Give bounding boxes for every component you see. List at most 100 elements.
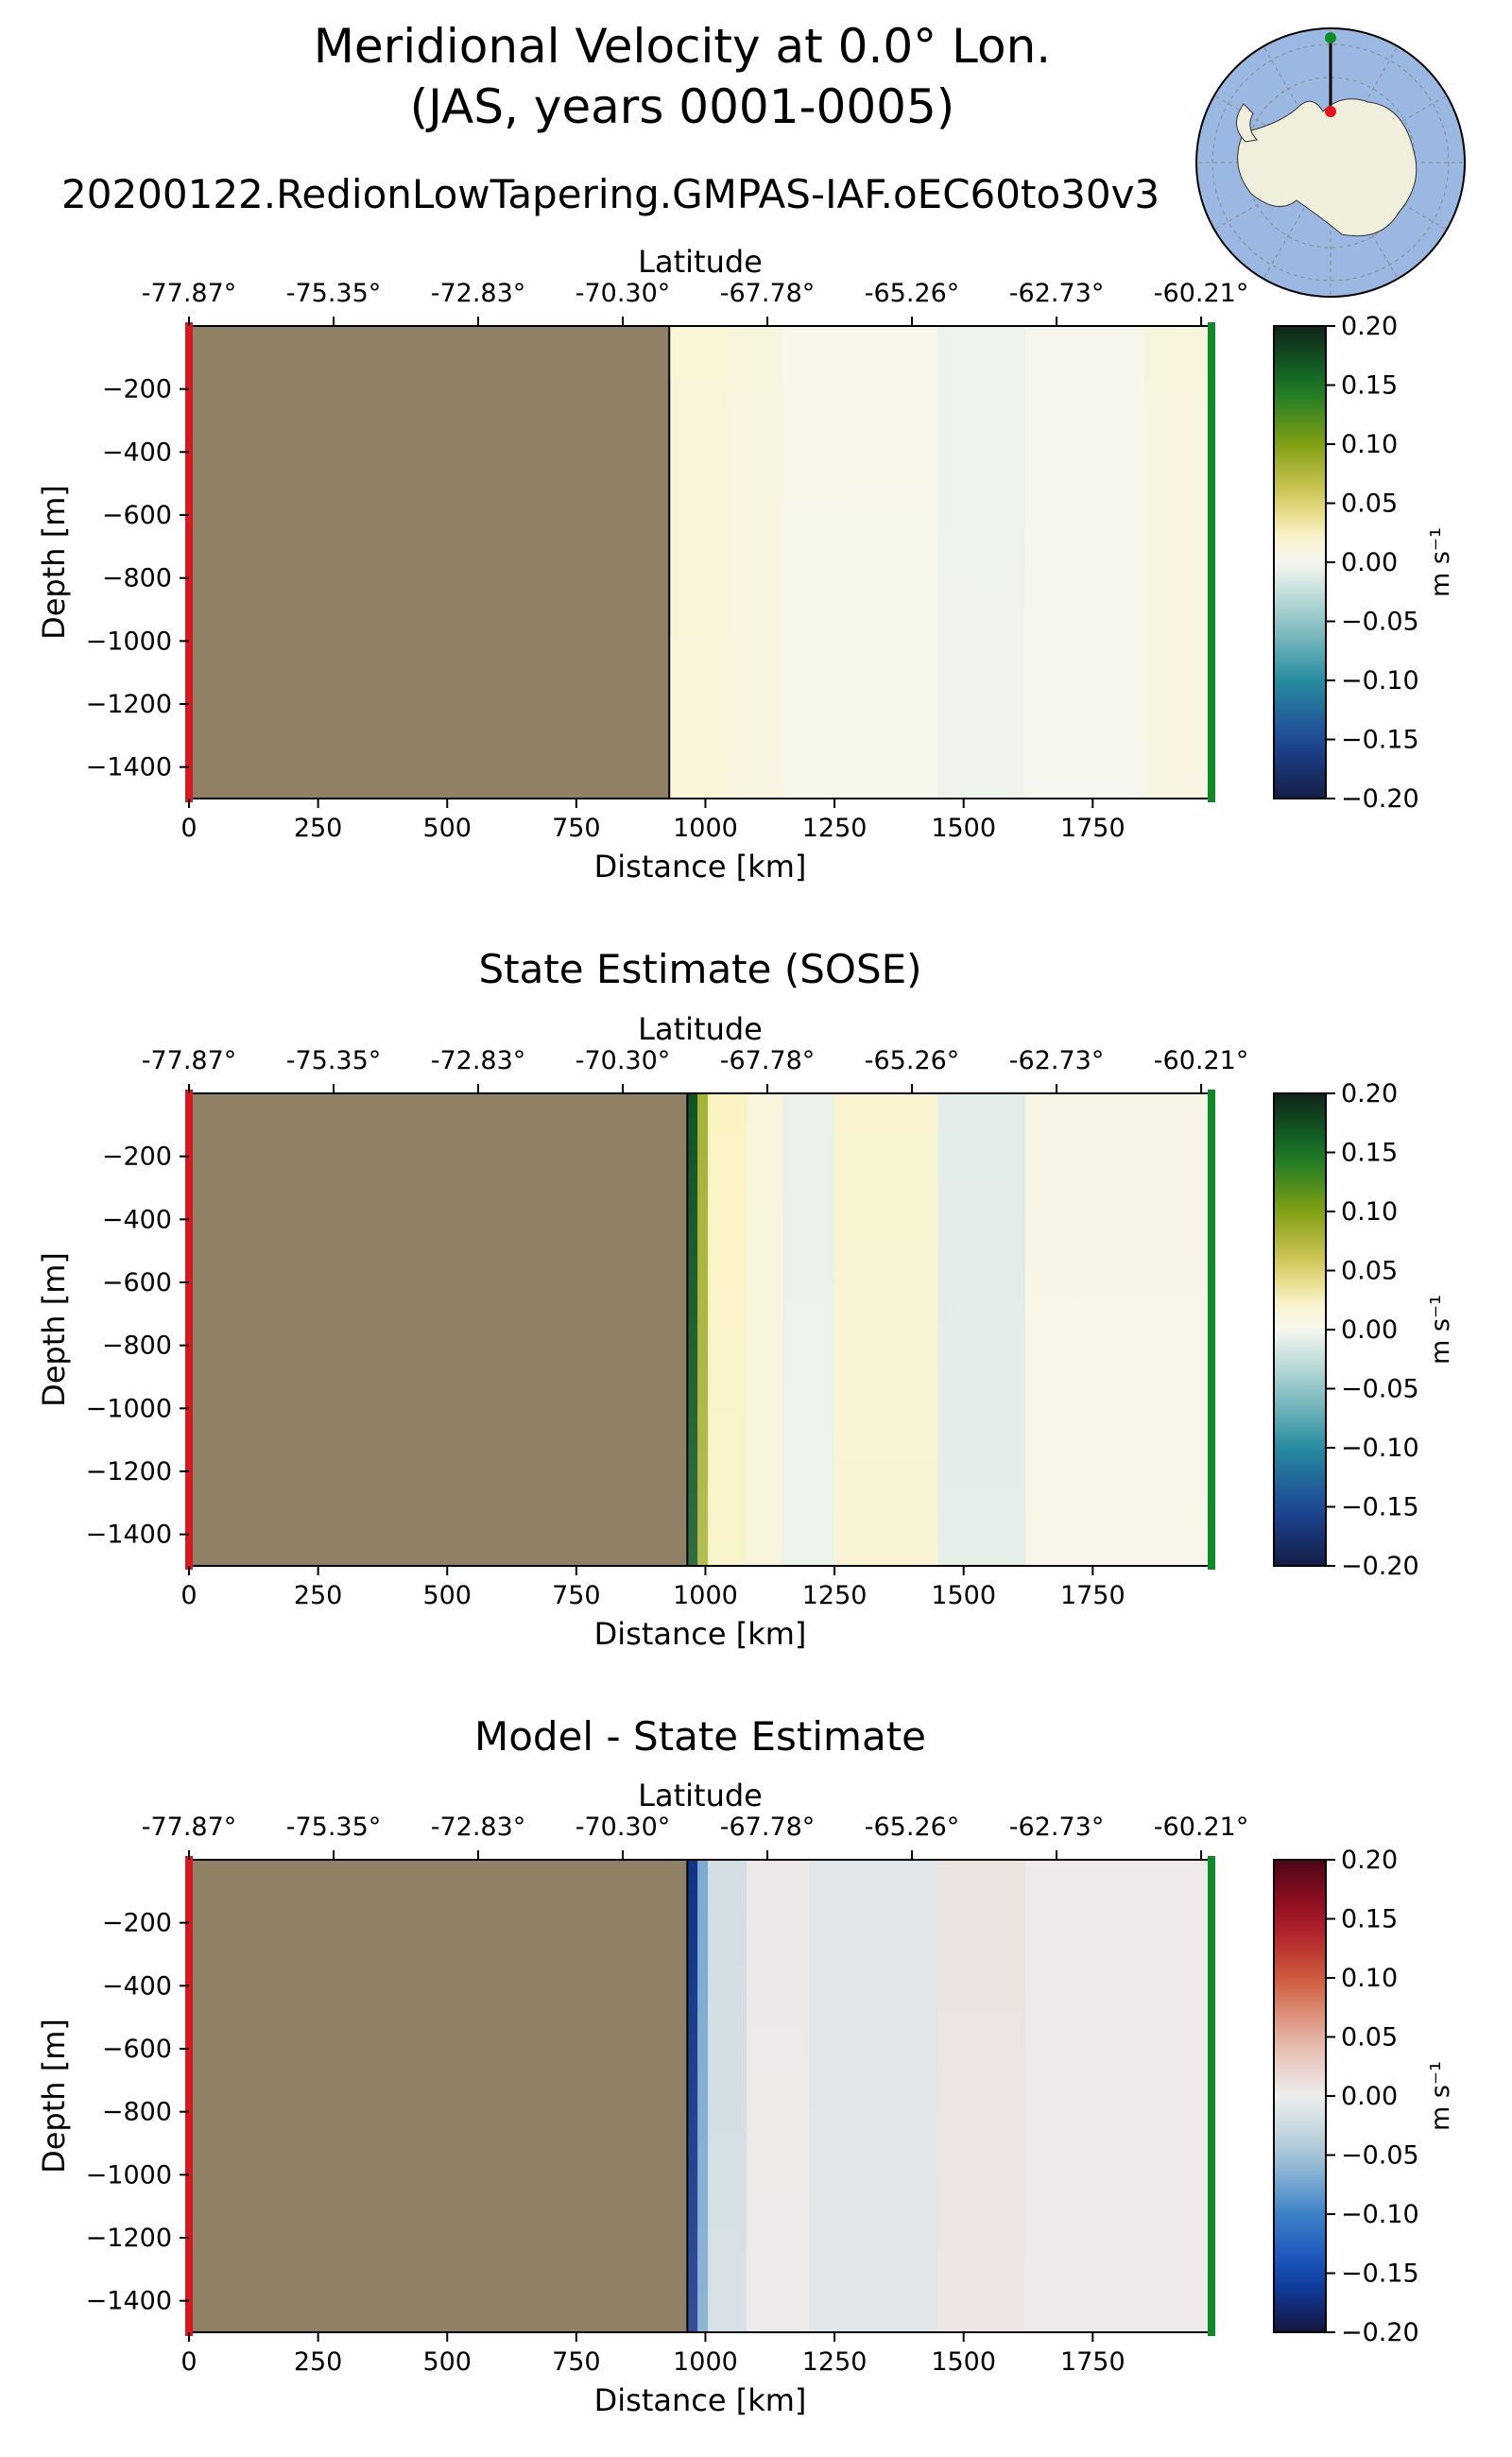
- colorbar-tick-label: −0.15: [1341, 726, 1419, 755]
- antarctica-inset-map: [1195, 27, 1466, 298]
- chart-panel-1: 20200122.RedionLowTapering.GMPAS-IAF.oEC…: [36, 171, 1455, 885]
- data-band: [834, 1093, 938, 1566]
- y-tick-label: −800: [102, 564, 172, 593]
- colorbar: [1273, 1092, 1327, 1567]
- figure-title-line1: Meridional Velocity at 0.0° Lon.: [314, 19, 1051, 74]
- x-tick-label: 500: [422, 814, 472, 843]
- y-axis-label: Depth [m]: [36, 485, 72, 640]
- colorbar-tick-label: −0.05: [1341, 1375, 1419, 1404]
- land-mask: [189, 326, 670, 799]
- colorbar-tick-label: 0.15: [1341, 1139, 1398, 1168]
- inset-end-marker: [1325, 32, 1336, 43]
- start-marker-bar: [185, 322, 193, 802]
- end-marker-bar: [1208, 1090, 1215, 1570]
- end-marker-bar: [1208, 1856, 1215, 2336]
- colorbar-tick-label: 0.05: [1341, 2023, 1398, 2053]
- top-x-axis-label: Latitude: [638, 1778, 763, 1813]
- x-tick-label: 1500: [931, 1581, 996, 1610]
- colorbar-tick-label: −0.15: [1341, 2259, 1419, 2289]
- top-x-axis-label: Latitude: [638, 1011, 763, 1047]
- data-band: [1025, 326, 1144, 799]
- top-x-tick-label: -77.87°: [142, 1813, 237, 1842]
- x-tick-label: 500: [422, 2347, 472, 2377]
- top-x-tick-label: -60.21°: [1154, 1813, 1249, 1842]
- colorbar-tick-label: −0.15: [1341, 1493, 1419, 1522]
- x-axis-label: Distance [km]: [594, 849, 807, 885]
- data-band: [937, 1093, 1026, 1566]
- data-band: [687, 1860, 698, 2332]
- colorbar-unit-label: m s⁻¹: [1426, 2061, 1455, 2131]
- top-x-tick-label: -60.21°: [1154, 1046, 1249, 1075]
- y-tick-label: −1000: [86, 627, 172, 656]
- x-tick-label: 1750: [1060, 814, 1125, 843]
- y-tick-label: −800: [102, 2098, 172, 2127]
- inset-gridline: [1211, 43, 1450, 282]
- data-band: [808, 1860, 938, 2332]
- x-tick-label: 250: [294, 1581, 343, 1610]
- inset-start-marker: [1325, 106, 1336, 117]
- data-band: [730, 326, 783, 799]
- top-x-axis-label: Latitude: [638, 244, 763, 280]
- colorbar-tick-label: −0.10: [1341, 1434, 1419, 1463]
- x-axis-label: Distance [km]: [594, 2382, 807, 2418]
- top-x-tick-label: -72.83°: [431, 279, 526, 308]
- y-tick-label: −200: [102, 1909, 172, 1938]
- y-tick-label: −800: [102, 1332, 172, 1361]
- data-band: [747, 1093, 783, 1566]
- y-tick-label: −1200: [86, 1457, 172, 1486]
- y-tick-label: −600: [102, 501, 172, 530]
- y-tick-label: −200: [102, 1143, 172, 1172]
- start-marker-bar: [185, 1090, 193, 1570]
- y-tick-label: −400: [102, 1971, 172, 2001]
- top-x-tick-label: -62.73°: [1009, 1046, 1105, 1075]
- data-band: [1025, 1093, 1211, 1566]
- top-x-tick-label: -70.30°: [576, 1046, 671, 1075]
- colorbar-tick-label: 0.10: [1341, 1197, 1398, 1227]
- x-tick-label: 750: [552, 2347, 601, 2377]
- x-tick-label: 1750: [1060, 1581, 1125, 1610]
- top-x-tick-label: -62.73°: [1009, 1813, 1105, 1842]
- colorbar-tick-label: 0.15: [1341, 371, 1398, 401]
- x-tick-label: 750: [552, 814, 601, 843]
- top-x-tick-label: -72.83°: [431, 1813, 526, 1842]
- x-tick-label: 0: [180, 1581, 197, 1610]
- inset-peninsula: [1236, 103, 1258, 143]
- y-tick-label: −400: [102, 438, 172, 467]
- data-band: [1143, 326, 1211, 799]
- land-mask: [189, 1093, 688, 1566]
- top-x-tick-label: -65.26°: [865, 1813, 960, 1842]
- x-tick-label: 250: [294, 814, 343, 843]
- end-marker-bar: [1208, 322, 1215, 802]
- data-band: [708, 1860, 747, 2332]
- y-tick-label: −600: [102, 1268, 172, 1297]
- colorbar-tick-label: 0.00: [1341, 2082, 1398, 2111]
- y-tick-label: −1400: [86, 1521, 172, 1550]
- colorbar-tick-label: −0.05: [1341, 2141, 1419, 2171]
- y-tick-label: −1200: [86, 690, 172, 719]
- y-tick-label: −600: [102, 2035, 172, 2064]
- top-x-tick-label: -75.35°: [286, 279, 382, 308]
- x-tick-label: 1250: [802, 1581, 868, 1610]
- colorbar-tick-label: 0.20: [1341, 1079, 1398, 1108]
- y-axis-label: Depth [m]: [36, 1252, 72, 1407]
- x-tick-label: 0: [180, 814, 197, 843]
- colorbar-tick-label: 0.15: [1341, 1905, 1398, 1934]
- y-tick-label: −1000: [86, 1394, 172, 1423]
- top-x-tick-label: -75.35°: [286, 1813, 382, 1842]
- colorbar-tick-label: −0.05: [1341, 608, 1419, 637]
- data-band: [747, 1860, 809, 2332]
- colorbar-tick-label: 0.20: [1341, 1846, 1398, 1875]
- top-x-tick-label: -62.73°: [1009, 279, 1105, 308]
- chart-panels: 20200122.RedionLowTapering.GMPAS-IAF.oEC…: [36, 171, 1455, 2418]
- colorbar-unit-label: m s⁻¹: [1426, 527, 1455, 597]
- colorbar-tick-label: 0.00: [1341, 1315, 1398, 1345]
- colorbar: [1273, 325, 1327, 799]
- x-tick-label: 750: [552, 1581, 601, 1610]
- y-tick-label: −200: [102, 375, 172, 404]
- top-x-tick-label: -75.35°: [286, 1046, 382, 1075]
- data-band: [697, 1093, 709, 1566]
- panel-title: State Estimate (SOSE): [478, 946, 921, 992]
- top-x-tick-label: -77.87°: [142, 279, 237, 308]
- figure-title-line2: (JAS, years 0001-0005): [410, 79, 955, 134]
